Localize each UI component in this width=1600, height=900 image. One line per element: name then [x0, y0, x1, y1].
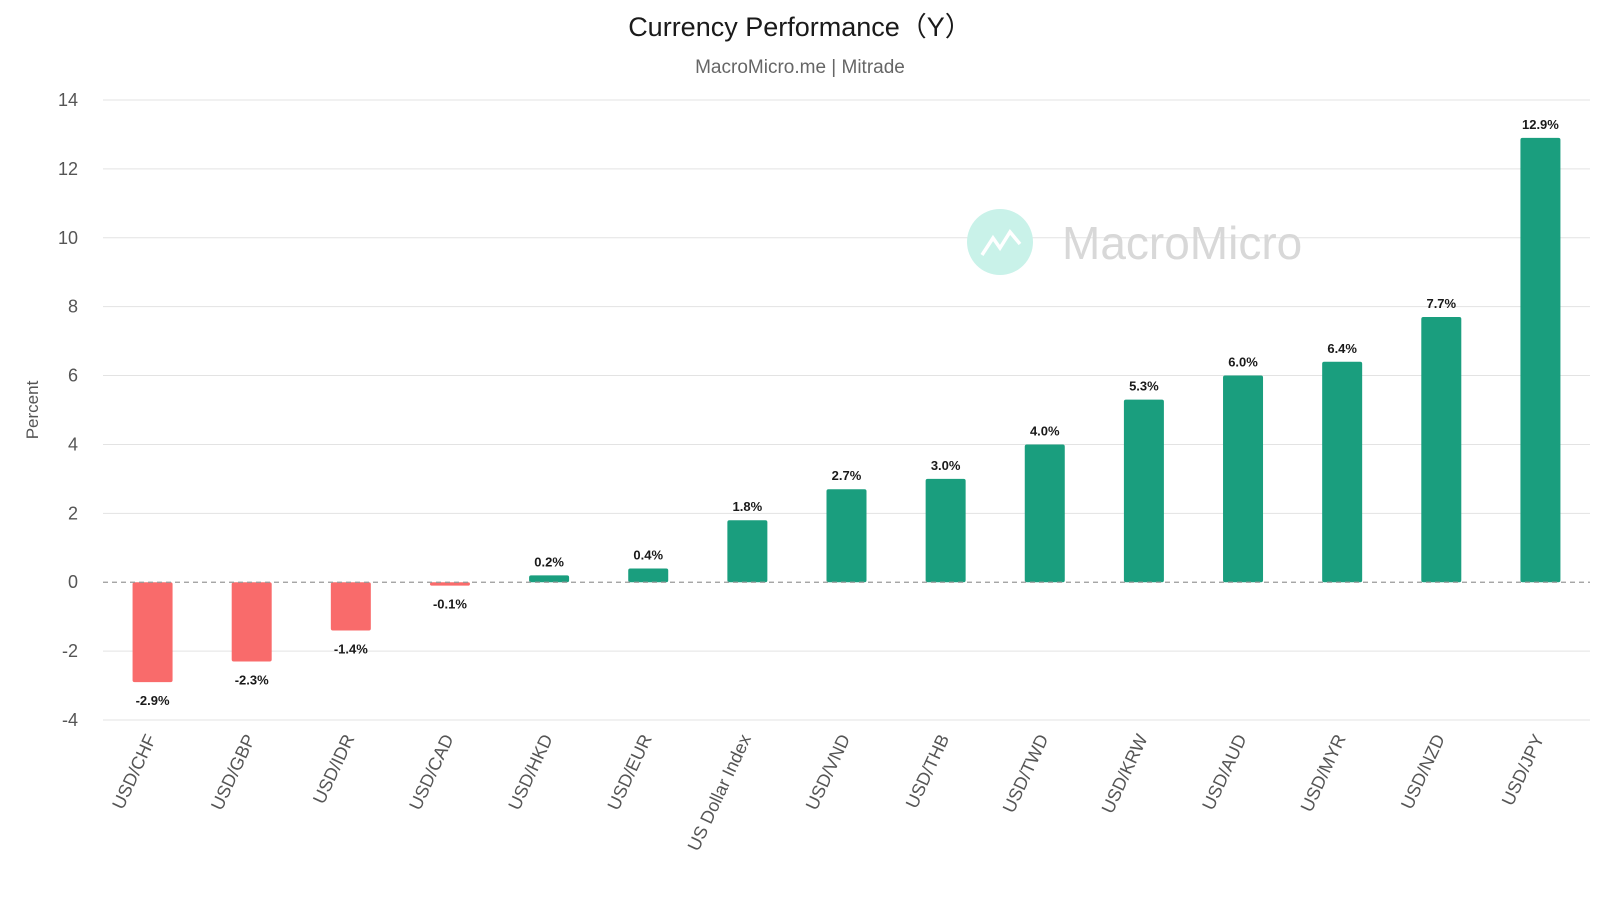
data-label: 1.8%	[733, 499, 763, 514]
bar	[727, 520, 768, 583]
y-tick-label: -2	[62, 641, 78, 661]
bars	[132, 137, 1561, 683]
bar	[231, 582, 272, 662]
data-label: 6.0%	[1228, 355, 1258, 370]
chart-subtitle: MacroMicro.me | Mitrade	[695, 57, 905, 78]
x-tick-label: USD/THB	[902, 731, 954, 811]
x-tick-label: USD/JPY	[1498, 731, 1548, 808]
y-tick-label: 6	[68, 366, 78, 386]
data-label: 7.7%	[1426, 296, 1456, 311]
y-tick-label: 10	[58, 228, 78, 248]
data-label: -2.9%	[136, 693, 170, 708]
x-tick-label: US Dollar Index	[684, 731, 755, 854]
macromicro-logo-icon	[967, 209, 1033, 275]
bar	[1421, 317, 1462, 583]
data-label: 5.3%	[1129, 379, 1159, 394]
data-labels: -2.9% -2.3% -1.4% -0.1% 0.2% 0.4% 1.8% 2.7% 3.0%…	[136, 117, 1560, 708]
grid-lines	[103, 99, 1590, 721]
bar	[925, 478, 966, 583]
y-tick-label: 14	[58, 90, 78, 110]
data-label: 12.9%	[1522, 117, 1559, 132]
bar	[1520, 137, 1561, 583]
bar	[1322, 361, 1363, 583]
bar	[1024, 444, 1065, 583]
data-label: 2.7%	[832, 468, 862, 483]
y-axis-ticks: -4 -2 0 2 4 6 8 10 12 14	[58, 90, 78, 730]
macromicro-logo-icon-line	[980, 229, 1022, 256]
x-axis-ticks: USD/CHF USD/GBP USD/IDR USD/CAD USD/HKD USD/E…	[108, 731, 1548, 854]
bar	[529, 575, 570, 583]
bar	[330, 582, 371, 631]
x-tick-label: USD/VND	[802, 731, 854, 813]
bar	[132, 582, 173, 683]
bar	[429, 582, 470, 586]
y-tick-label: 0	[68, 572, 78, 592]
x-tick-label: USD/CAD	[405, 731, 457, 813]
data-label: 3.0%	[931, 458, 961, 473]
bar	[1123, 399, 1164, 583]
data-label: 0.2%	[534, 554, 564, 569]
y-tick-label: 12	[58, 159, 78, 179]
data-label: -1.4%	[334, 641, 368, 656]
bar	[628, 568, 669, 583]
data-label: -2.3%	[235, 672, 269, 687]
watermark-text: MacroMicro	[1062, 217, 1302, 269]
y-axis-label: Percent	[23, 380, 42, 439]
x-tick-label: USD/MYR	[1297, 731, 1350, 815]
x-tick-label: USD/KRW	[1098, 731, 1152, 816]
x-tick-label: USD/IDR	[309, 731, 358, 807]
x-tick-label: USD/TWD	[999, 731, 1053, 816]
x-tick-label: USD/NZD	[1397, 731, 1449, 812]
x-tick-label: USD/HKD	[504, 731, 556, 813]
x-tick-label: USD/CHF	[108, 731, 160, 812]
x-tick-label: USD/GBP	[207, 731, 259, 813]
y-tick-label: 2	[68, 503, 78, 523]
watermark: MacroMicro	[967, 209, 1302, 275]
data-label: 0.4%	[633, 547, 663, 562]
chart-title: Currency Performance（Y）	[628, 12, 972, 42]
x-tick-label: USD/AUD	[1198, 731, 1250, 813]
y-tick-label: 8	[68, 297, 78, 317]
data-label: -0.1%	[433, 597, 467, 612]
y-tick-label: -4	[62, 710, 78, 730]
bar	[1223, 375, 1264, 583]
data-label: 6.4%	[1327, 341, 1357, 356]
bar	[826, 489, 867, 583]
x-tick-label: USD/EUR	[603, 731, 655, 813]
data-label: 4.0%	[1030, 423, 1060, 438]
y-tick-label: 4	[68, 434, 78, 454]
